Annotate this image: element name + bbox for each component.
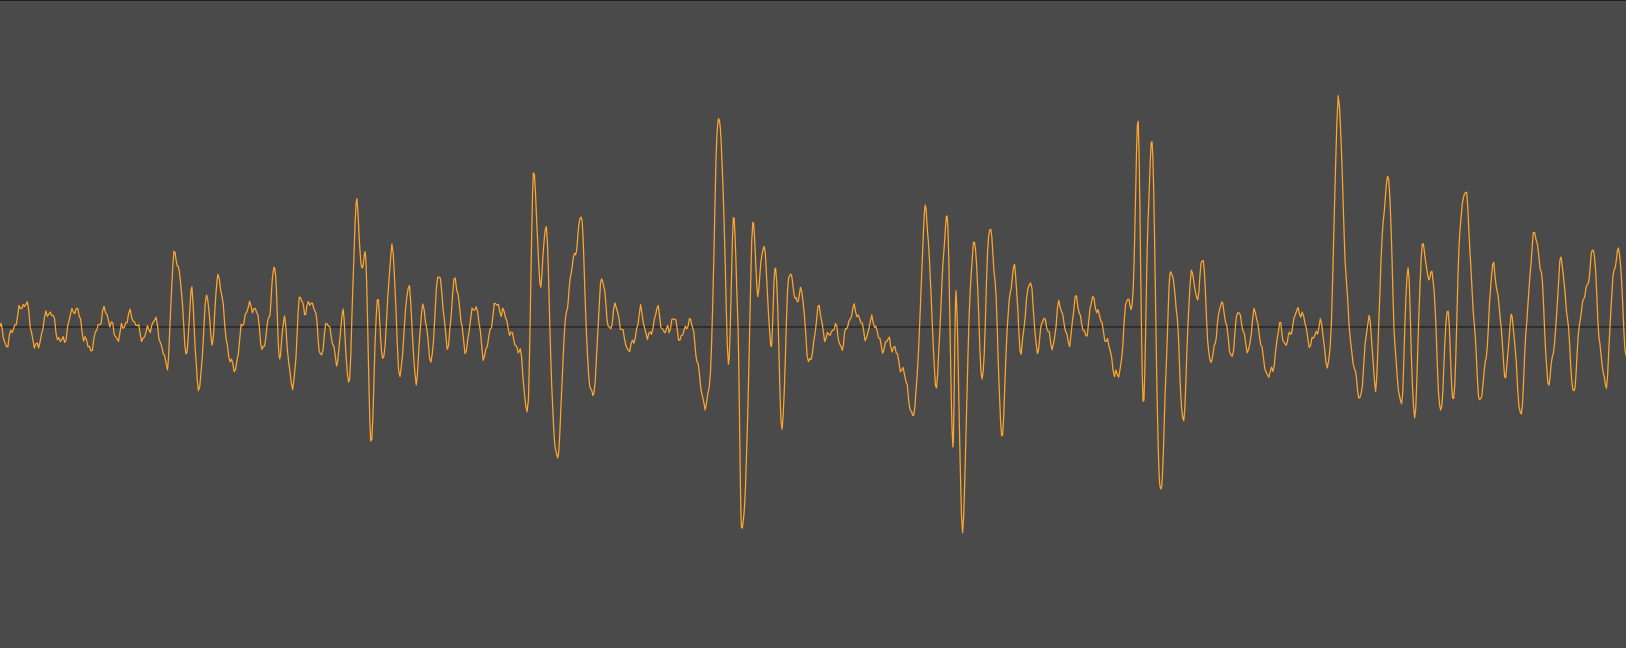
waveform-signal-trace [0, 95, 1626, 534]
